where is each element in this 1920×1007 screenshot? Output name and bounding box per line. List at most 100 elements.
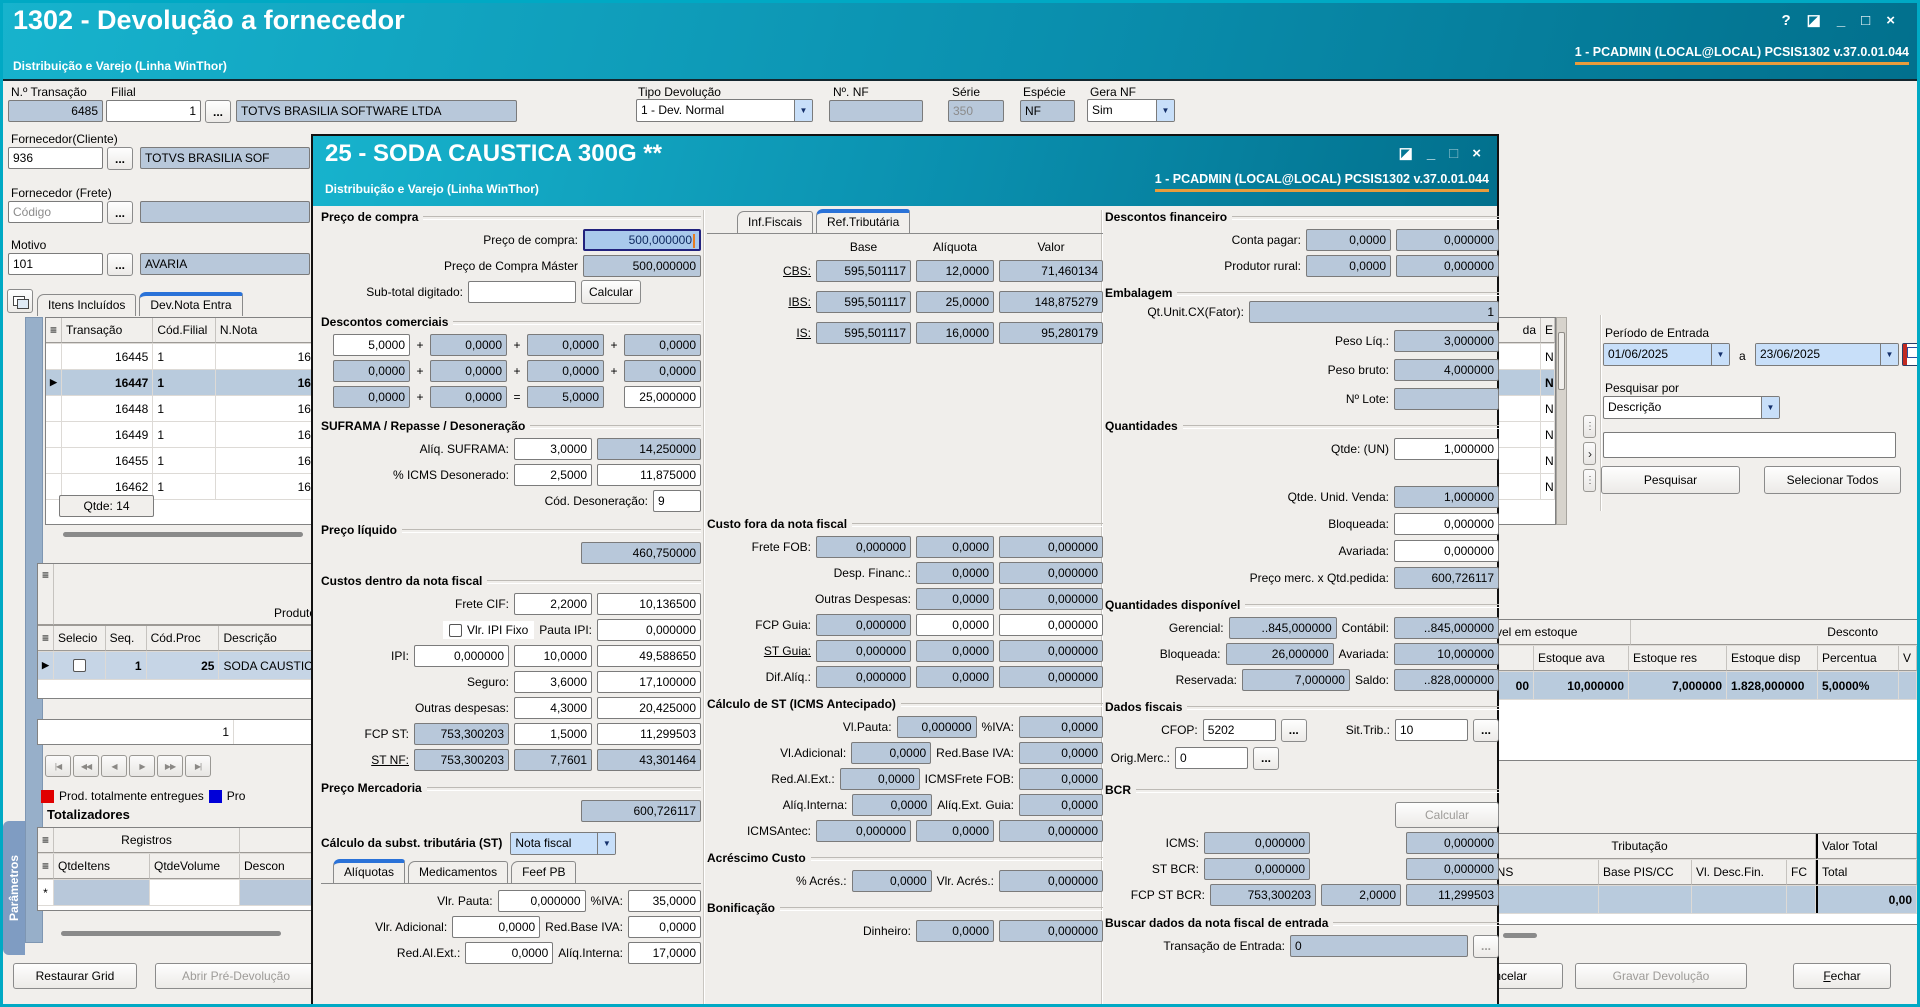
qtde-field[interactable]: 1,000000 — [1394, 438, 1499, 460]
selecionado-checkbox[interactable] — [72, 659, 86, 672]
outras-despesas-pct[interactable]: 4,3000 — [514, 697, 592, 719]
minimize-icon[interactable]: _ — [1426, 144, 1436, 162]
produto-row[interactable]: ▶ 1 25 SODA CAUSTICA 300G ** — [38, 652, 336, 680]
tab-itens-incluidos[interactable]: Itens Incluídos — [37, 294, 137, 316]
table-row-selected[interactable]: ▶ 16447 1 16447 — [46, 370, 336, 396]
outras-despesas-valor[interactable]: 20,425000 — [597, 697, 701, 719]
table-row[interactable]: 16449 1 16449 — [46, 422, 336, 448]
table-row[interactable]: 16448 1 16448 — [46, 396, 336, 422]
transacao-entrada-field[interactable]: 0 — [1290, 935, 1468, 957]
theme-icon[interactable]: ◪ — [1806, 12, 1821, 29]
column-header[interactable]: Cód.Filial — [153, 318, 216, 343]
subtotal-field[interactable] — [467, 281, 576, 303]
estoque-row[interactable]: 00 10,000000 7,000000 1.828,000000 5,000… — [1464, 672, 1917, 700]
nav-prev-icon[interactable]: ◀ — [101, 755, 127, 777]
search-input[interactable] — [1603, 432, 1896, 458]
motivo-lookup-button[interactable]: ... — [107, 253, 133, 276]
tipo-devolucao-select[interactable]: 1 - Dev. Normal ▼ — [636, 99, 813, 122]
nav-next-page-icon[interactable]: ▶▶ — [157, 755, 183, 777]
desconto-field[interactable]: 5,0000 — [333, 334, 410, 356]
sit-trib-field[interactable]: 10 — [1395, 719, 1468, 741]
tributacao-row[interactable]: 0,00 — [1464, 886, 1917, 914]
date-from-select[interactable]: 01/06/2025 ▼ — [1603, 343, 1730, 366]
red-base-iva-field[interactable]: 0,0000 — [628, 916, 701, 938]
tab-inf-fiscais[interactable]: Inf.Fiscais — [737, 211, 814, 233]
column-header[interactable]: Seq. — [105, 626, 147, 651]
cfop-lookup-button[interactable]: ... — [1280, 718, 1307, 742]
date-to-select[interactable]: 23/06/2025 ▼ — [1755, 343, 1899, 366]
sit-trib-lookup-button[interactable]: ... — [1473, 718, 1499, 742]
tab-ref-tributaria[interactable]: Ref.Tributária — [816, 209, 911, 233]
tab-feef-pb[interactable]: Feef PB — [511, 861, 577, 883]
maximize-icon[interactable]: □ — [1449, 144, 1459, 162]
frete-cif-pct[interactable]: 2,2000 — [514, 593, 592, 615]
column-header[interactable]: Transação — [62, 318, 154, 343]
avariada-field[interactable]: 0,000000 — [1394, 540, 1499, 562]
dock-icon[interactable] — [7, 289, 33, 313]
gravar-devolucao-button[interactable]: Gravar Devolução — [1575, 963, 1747, 989]
seguro-valor[interactable]: 17,100000 — [597, 671, 701, 693]
fcp-st-pct[interactable]: 1,5000 — [514, 723, 592, 745]
column-header[interactable]: QtdeVolume — [150, 854, 240, 879]
vlr-pauta-field[interactable]: 0,000000 — [497, 890, 586, 912]
ibs-label[interactable]: IBS: — [788, 295, 811, 309]
calendar-icon[interactable] — [1902, 343, 1917, 366]
splitter-expand-icon[interactable]: › — [1583, 442, 1596, 465]
horizontal-scrollbar[interactable] — [1503, 933, 1537, 938]
fcp-guia-valor[interactable]: 0,000000 — [999, 614, 1103, 636]
st-guia-label[interactable]: ST Guia: — [763, 644, 811, 658]
column-header[interactable]: Base PIS/CC — [1599, 860, 1692, 885]
abrir-pre-devolucao-button[interactable]: Abrir Pré-Devolução — [155, 963, 317, 989]
nav-next-icon[interactable]: ▶ — [129, 755, 155, 777]
preco-compra-field[interactable]: 500,000000 — [583, 229, 701, 251]
column-header[interactable]: Estoque disp — [1727, 646, 1818, 671]
vlr-ipi-fixo-checkbox[interactable] — [448, 623, 462, 637]
nav-first-icon[interactable]: |◀ — [45, 755, 71, 777]
totalizadores-new-row[interactable]: * — [38, 880, 336, 906]
tab-medicamentos[interactable]: Medicamentos — [408, 861, 509, 883]
fcp-st-valor[interactable]: 11,299503 — [597, 723, 701, 745]
tab-aliquotas[interactable]: Alíquotas — [333, 859, 406, 883]
cfop-field[interactable]: 5202 — [1202, 719, 1276, 741]
vlr-adicional-field[interactable]: 0,0000 — [452, 916, 541, 938]
column-header[interactable]: V — [1899, 646, 1917, 671]
chevron-down-icon[interactable]: ▼ — [1880, 344, 1898, 365]
bloqueada-field[interactable]: 0,000000 — [1394, 513, 1499, 535]
close-icon[interactable]: × — [1886, 11, 1895, 29]
motivo-field[interactable]: 101 — [8, 253, 103, 275]
column-header[interactable]: Selecio — [54, 626, 106, 651]
scrollbar-thumb[interactable] — [1558, 332, 1565, 390]
iva-field[interactable]: 35,0000 — [628, 890, 701, 912]
help-icon[interactable]: ? — [1781, 11, 1791, 29]
gera-nf-select[interactable]: Sim ▼ — [1087, 99, 1175, 122]
chevron-down-icon[interactable]: ▼ — [597, 832, 616, 854]
desconto-total-valor[interactable]: 25,000000 — [624, 386, 701, 408]
close-icon[interactable]: × — [1472, 144, 1481, 162]
aliq-suframa-pct[interactable]: 3,0000 — [514, 438, 592, 460]
fornecedor-cliente-lookup-button[interactable]: ... — [107, 147, 133, 170]
red-al-ext-field[interactable]: 0,0000 — [465, 942, 554, 964]
aliq-interna-field[interactable]: 17,0000 — [628, 942, 701, 964]
tab-dev-nota-entrada[interactable]: Dev.Nota Entra — [139, 292, 243, 316]
table-row[interactable]: 16455 1 16455 — [46, 448, 336, 474]
bcr-calcular-button[interactable]: Calcular — [1395, 802, 1499, 828]
column-header[interactable]: Estoque ava — [1534, 646, 1629, 671]
icms-desonerado-pct[interactable]: 2,5000 — [514, 464, 592, 486]
orig-merc-lookup-button[interactable]: ... — [1253, 746, 1279, 770]
chevron-down-icon[interactable]: ▼ — [1711, 344, 1729, 365]
seguro-pct[interactable]: 3,6000 — [514, 671, 592, 693]
filial-lookup-button[interactable]: ... — [205, 100, 231, 123]
ipi-valor[interactable]: 49,588650 — [597, 645, 701, 667]
ipi-pct[interactable]: 10,0000 — [514, 645, 592, 667]
column-header[interactable]: Total — [1816, 860, 1917, 885]
cod-desoneracao-field[interactable]: 9 — [653, 490, 701, 512]
column-header[interactable]: Estoque res — [1629, 646, 1727, 671]
column-header[interactable]: Percentua — [1818, 646, 1899, 671]
cbs-label[interactable]: CBS: — [782, 264, 811, 278]
chevron-down-icon[interactable]: ▼ — [794, 100, 812, 121]
maximize-icon[interactable]: □ — [1861, 11, 1871, 29]
minimize-icon[interactable]: _ — [1836, 11, 1846, 29]
chevron-down-icon[interactable]: ▼ — [1761, 397, 1779, 418]
splitter-dots-icon[interactable]: ⋮ — [1583, 469, 1596, 492]
theme-icon[interactable]: ◪ — [1398, 145, 1413, 162]
